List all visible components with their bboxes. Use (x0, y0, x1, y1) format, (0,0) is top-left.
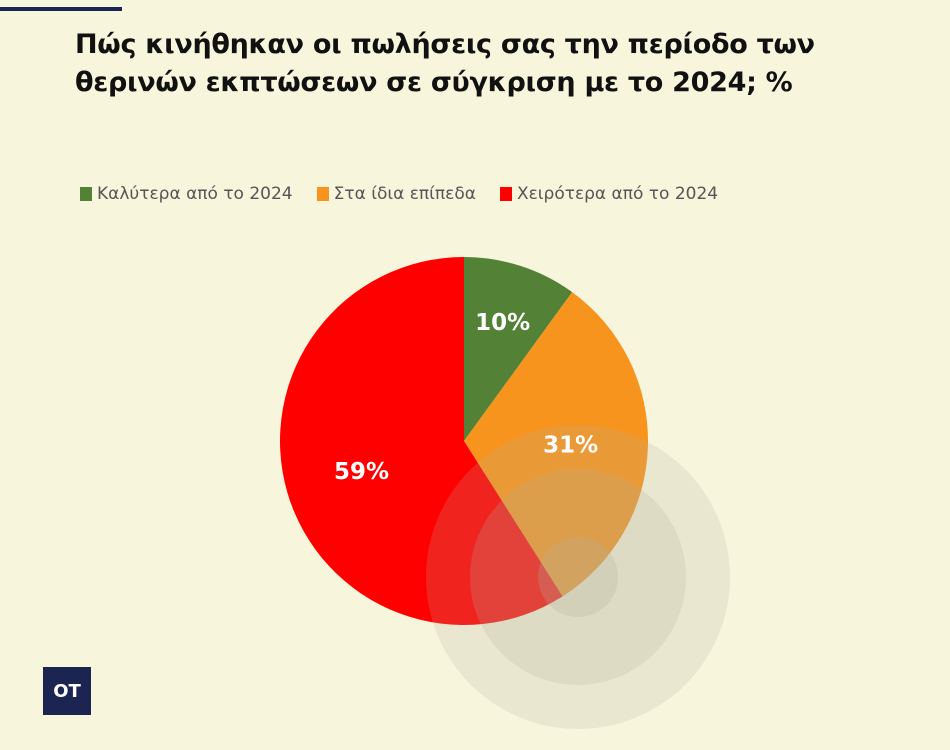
pie-slice-same (464, 292, 648, 597)
top-accent-rule (0, 7, 122, 11)
chart-title: Πώς κινήθηκαν οι πωλήσεις σας την περίοδ… (75, 29, 815, 98)
legend-swatch-worse (499, 187, 512, 201)
slice-label-better: 10% (475, 310, 530, 336)
pie-slice-better (464, 257, 573, 441)
pie-slices (279, 257, 648, 625)
legend-label-better: Καλύτερα από το 2024 (97, 184, 293, 204)
legend-item-worse: Χειρότερα από το 2024 (499, 184, 719, 204)
chart-legend: Καλύτερα από το 2024 Στα ίδια επίπεδα Χε… (80, 184, 742, 204)
decorative-watermark-circles (426, 425, 730, 729)
slice-label-worse: 59% (334, 459, 389, 485)
legend-swatch-same (316, 187, 329, 201)
slice-label-same: 31% (543, 432, 598, 458)
legend-label-worse: Χειρότερα από το 2024 (516, 184, 719, 204)
pie-slice-worse (279, 257, 563, 625)
legend-item-same: Στα ίδια επίπεδα (316, 184, 476, 204)
slice-labels: 10% 31% 59% (334, 310, 598, 485)
legend-label-same: Στα ίδια επίπεδα (333, 184, 476, 204)
ot-logo: ΟΤ (43, 667, 91, 715)
legend-swatch-better (80, 187, 92, 201)
legend-item-better: Καλύτερα από το 2024 (80, 184, 293, 204)
